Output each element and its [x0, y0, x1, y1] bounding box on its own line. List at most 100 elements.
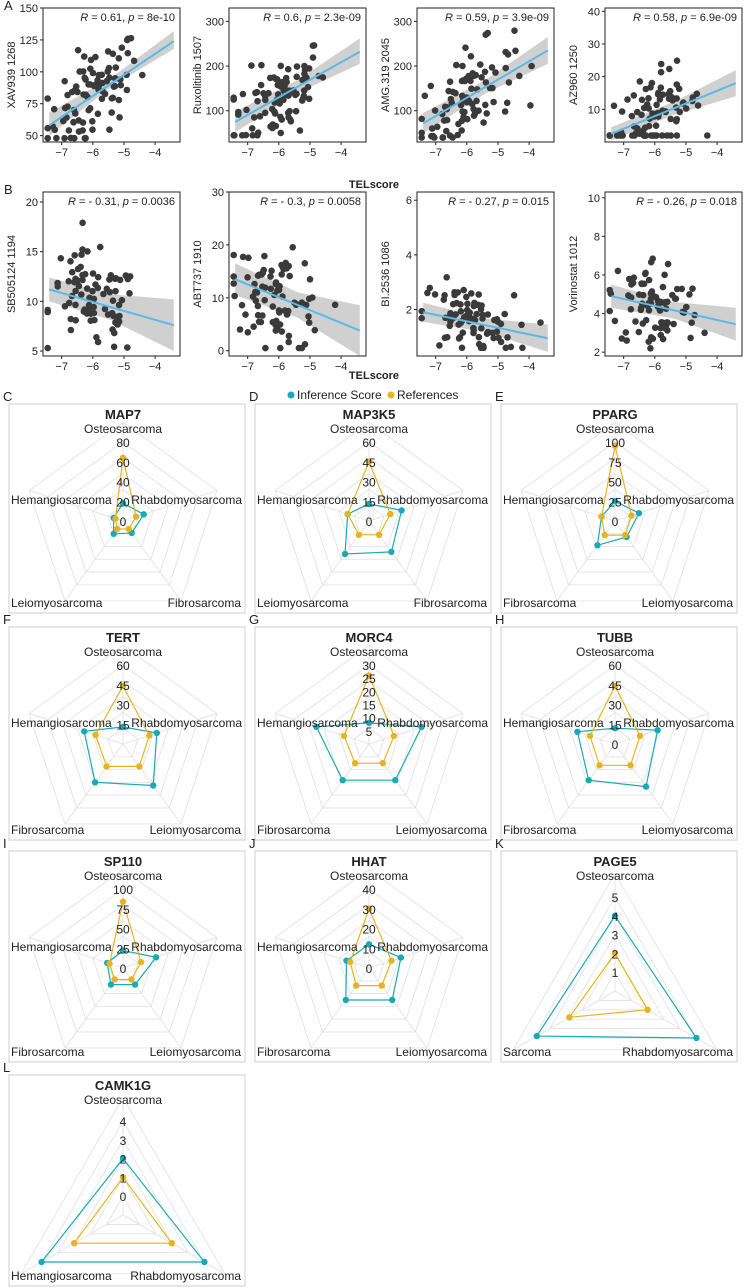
- y-axis-label: ABT737 1910: [192, 240, 204, 307]
- inference-point: [389, 996, 396, 1004]
- radial-tick-label: 0: [120, 962, 127, 976]
- radial-tick-label: 30: [362, 659, 376, 673]
- regression-line: [234, 278, 361, 332]
- data-point: [111, 82, 119, 90]
- y-tick-label: 10: [588, 193, 600, 205]
- data-point: [275, 307, 283, 314]
- data-point: [101, 90, 109, 98]
- references-point: [611, 442, 619, 450]
- radar-grid-ring: [47, 441, 199, 586]
- data-point: [86, 81, 94, 88]
- data-point: [502, 344, 510, 352]
- radar-grid-ring: [554, 680, 676, 796]
- data-point: [239, 253, 247, 261]
- data-point: [610, 102, 618, 110]
- plot-frame: [604, 191, 743, 357]
- radar-grid-ring: [569, 696, 661, 783]
- x-tick-label: −4: [335, 361, 348, 373]
- stat-p-symbol: p: [502, 196, 509, 208]
- stat-p-value: = 6.9e-09: [687, 12, 737, 24]
- data-point: [109, 50, 117, 58]
- y-tick-label: 200: [206, 61, 224, 73]
- confidence-band: [611, 70, 736, 141]
- inference-point: [119, 947, 127, 954]
- axis-label-right: Rhabdomyosarcoma: [131, 940, 242, 954]
- data-point: [50, 105, 58, 113]
- data-point: [331, 301, 339, 309]
- legend-references-label: References: [397, 388, 458, 402]
- data-point: [285, 338, 293, 346]
- data-point: [475, 291, 483, 298]
- data-point: [475, 107, 482, 114]
- radar-grid-ring: [308, 680, 430, 796]
- axis-label-bottom-left: Fibrosarcoma: [503, 823, 577, 837]
- radar-grid-ring: [274, 868, 464, 1049]
- references-point: [355, 531, 363, 538]
- data-point: [478, 74, 485, 81]
- data-point: [272, 122, 280, 130]
- inference-point: [339, 777, 346, 784]
- scatter-panel-8: −7 −6 −5 −4 2 4 6 8 10 Vorinostat 1012 R = - 0.26,…: [568, 191, 743, 373]
- data-point: [242, 311, 249, 318]
- regression-line: [234, 50, 361, 123]
- data-point: [463, 312, 470, 320]
- radar-grid-ring: [520, 644, 710, 825]
- radial-tick-label: 15: [608, 718, 622, 732]
- radial-tick-label: 75: [116, 903, 130, 917]
- references-point: [365, 672, 373, 679]
- panel-letter: H: [495, 612, 504, 627]
- radar-spoke: [310, 743, 370, 825]
- axis-label-bottom-left: Fibrosarcoma: [11, 1045, 85, 1059]
- data-point: [94, 284, 102, 292]
- x-tick-label: −6: [273, 147, 286, 159]
- axis-label-bottom-right: Leiomyosarcoma: [642, 823, 734, 837]
- data-point: [44, 134, 51, 142]
- data-point: [451, 291, 458, 299]
- data-point: [53, 134, 60, 142]
- data-point: [44, 95, 51, 102]
- data-point: [426, 284, 434, 292]
- references-point: [375, 531, 383, 538]
- data-point: [65, 127, 73, 134]
- data-point: [61, 134, 68, 142]
- axis-label-bottom-left: Fibrosarcoma: [257, 1045, 331, 1059]
- data-point: [101, 305, 109, 313]
- data-point: [44, 124, 51, 132]
- data-point: [537, 319, 544, 326]
- references-point: [137, 958, 145, 966]
- data-point: [428, 125, 436, 132]
- data-point: [239, 90, 247, 98]
- x-tick-label: −7: [617, 361, 630, 373]
- x-tick-label: −6: [273, 361, 286, 373]
- correlation-stat: R = 0.58, p = 6.9e-09: [633, 12, 737, 24]
- data-point: [689, 285, 696, 293]
- radial-tick-label: 3: [120, 1134, 127, 1148]
- references-point: [388, 957, 395, 964]
- data-point: [467, 53, 475, 60]
- data-point: [124, 49, 132, 57]
- axis-label-right: Rhabdomyosarcoma: [377, 716, 488, 730]
- axis-label-left: Hemangiosarcoma: [503, 493, 604, 507]
- panel-letter: K: [495, 836, 504, 851]
- data-point: [231, 292, 238, 300]
- data-point: [470, 112, 478, 119]
- inference-point: [341, 550, 349, 558]
- references-point: [128, 976, 135, 983]
- radial-tick-label: 100: [605, 436, 625, 450]
- radar-grid-ring: [323, 473, 415, 560]
- data-point: [79, 219, 86, 227]
- data-point: [76, 68, 83, 75]
- data-point: [106, 74, 113, 81]
- axis-label-bottom-left: Fibrosarcoma: [257, 823, 331, 837]
- data-point: [277, 62, 285, 70]
- data-point: [656, 96, 664, 103]
- inference-point: [642, 783, 650, 790]
- data-point: [704, 132, 711, 139]
- data-point: [230, 94, 237, 101]
- axis-label-left: Hemangiosarcoma: [257, 493, 358, 507]
- stat-r-symbol: R: [445, 12, 453, 24]
- data-point: [468, 85, 475, 92]
